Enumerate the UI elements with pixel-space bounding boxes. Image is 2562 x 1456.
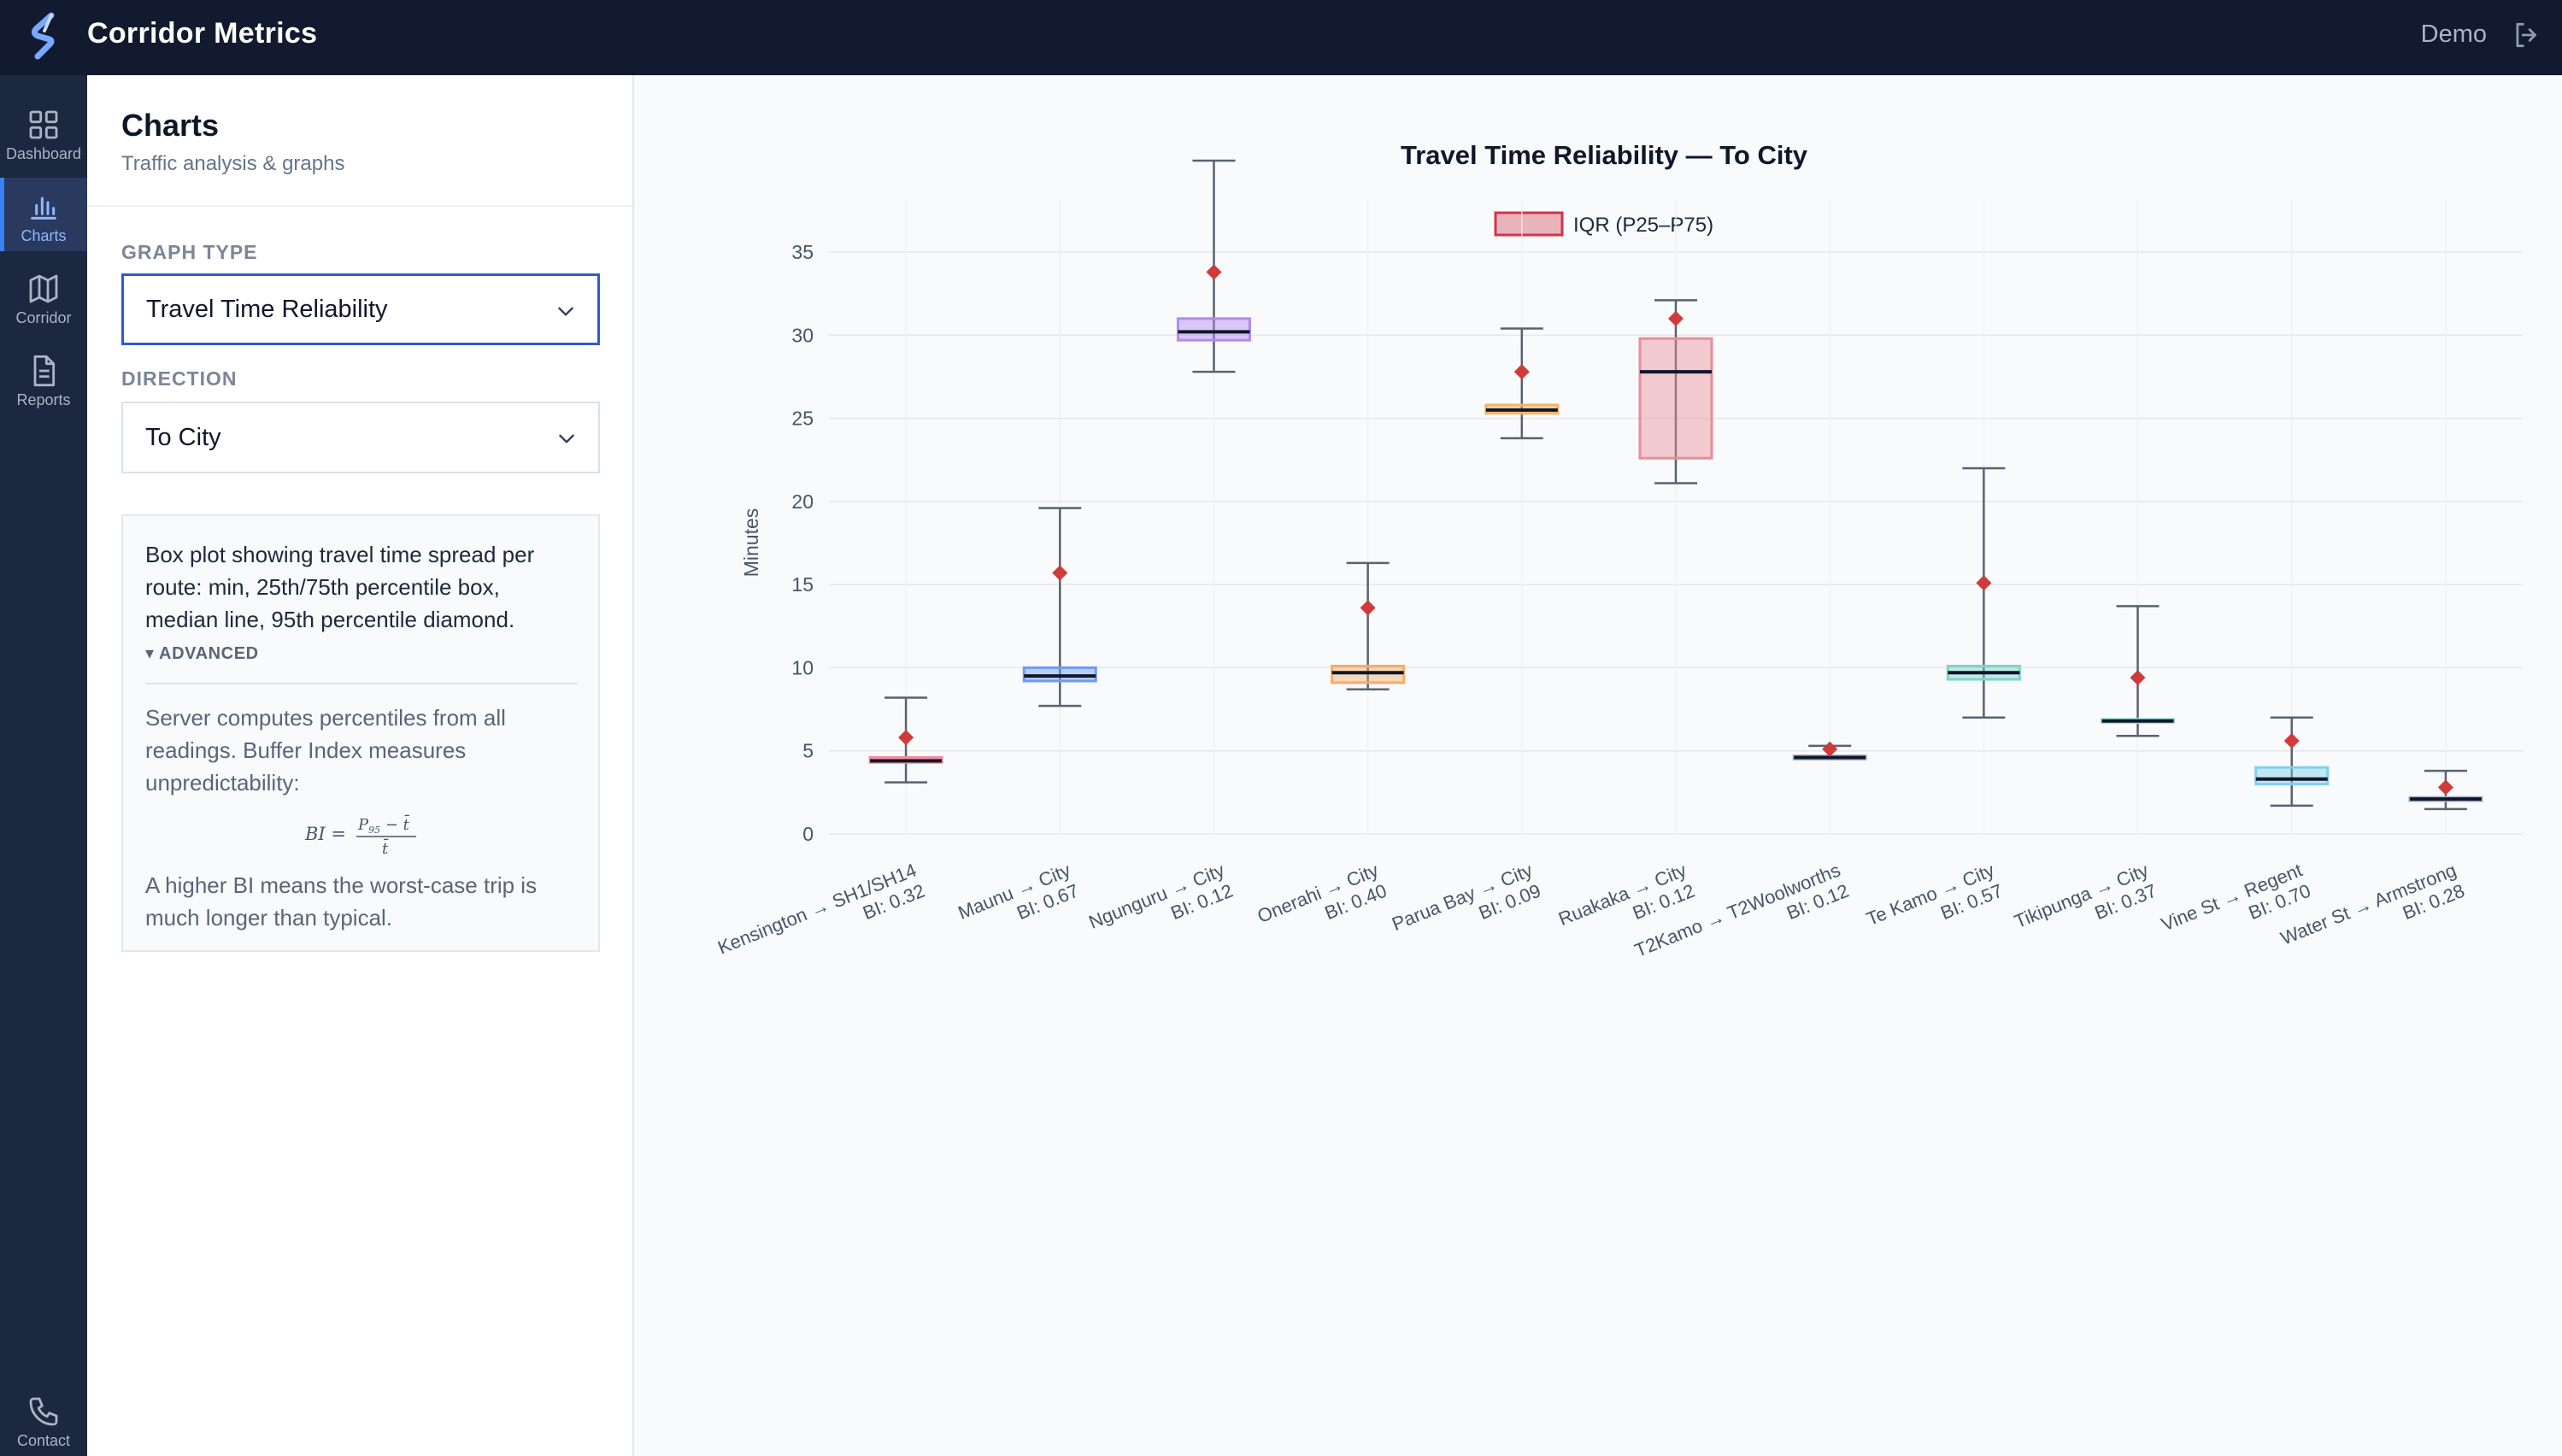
nav-item-reports[interactable]: Reports bbox=[0, 342, 87, 415]
nav-label: Reports bbox=[16, 391, 71, 408]
graph-type-label: GRAPH TYPE bbox=[121, 241, 258, 263]
p95-diamond bbox=[1976, 575, 1992, 591]
svg-text:P95 − t̄: P95 − t̄ bbox=[357, 813, 410, 836]
iqr-box bbox=[1176, 317, 1251, 342]
panel-title: Charts bbox=[121, 108, 220, 143]
p95-diamond bbox=[1513, 364, 1530, 380]
charts-icon bbox=[31, 197, 56, 220]
legend-label: IQR (P25–P75) bbox=[1573, 214, 1713, 237]
x-tick-label: Ngunguru → CityBI: 0.12 bbox=[1086, 859, 1237, 954]
user-name[interactable]: Demo bbox=[2420, 21, 2487, 48]
p95-diamond bbox=[1206, 264, 1222, 280]
buffer-index-formula: BI = P95 − t̄ t̄ bbox=[145, 809, 578, 860]
app-logo-icon bbox=[31, 12, 55, 60]
app-title: Corridor Metrics bbox=[87, 17, 318, 50]
x-tick-label: Parua Bay → CityBI: 0.09 bbox=[1389, 859, 1543, 955]
advanced-toggle[interactable]: ▾ ADVANCED bbox=[145, 644, 259, 663]
travel-time-box-plot: Travel Time Reliability — To City IQR (P2… bbox=[714, 140, 2523, 978]
p95-diamond bbox=[1822, 741, 1838, 757]
direction-select[interactable]: To City bbox=[121, 402, 600, 473]
chart-title: Travel Time Reliability — To City bbox=[1401, 140, 1808, 170]
svg-text:BI =: BI = bbox=[304, 824, 346, 844]
higher-bi-text: A higher BI means the worst-case trip is… bbox=[145, 872, 538, 931]
server-text: Server computes percentiles from all rea… bbox=[145, 705, 506, 796]
info-box: Box plot showing travel time spread per … bbox=[121, 514, 600, 952]
p95-diamond bbox=[1360, 600, 1376, 616]
map-icon bbox=[29, 274, 58, 303]
divider bbox=[145, 683, 578, 684]
nav-label: Corridor bbox=[15, 309, 72, 326]
direction-label: DIRECTION bbox=[121, 367, 238, 390]
x-tick-label: Te Kamo → CityBI: 0.57 bbox=[1864, 859, 2006, 950]
y-tick-label: 25 bbox=[791, 408, 814, 430]
y-tick-label: 10 bbox=[791, 656, 814, 678]
y-tick-label: 20 bbox=[791, 490, 814, 513]
y-tick-label: 0 bbox=[802, 823, 814, 845]
nav-label: Charts bbox=[21, 227, 67, 244]
chevron-down-icon bbox=[558, 307, 573, 316]
formula-image: BI = P95 − t̄ t̄ bbox=[304, 813, 416, 858]
nav-label: Contact bbox=[16, 1432, 71, 1449]
nav-label: Dashboard bbox=[5, 145, 82, 162]
x-tick-label: Maunu → CityBI: 0.67 bbox=[955, 859, 1082, 944]
p95-diamond bbox=[2130, 670, 2146, 686]
direction-value: To City bbox=[145, 423, 221, 451]
x-tick-label: Onerahi → CityBI: 0.40 bbox=[1255, 859, 1390, 948]
iqr-box bbox=[1638, 337, 1713, 460]
nav-item-contact[interactable]: Contact bbox=[0, 1383, 87, 1456]
y-tick-label: 15 bbox=[791, 573, 814, 596]
panel-subtitle: Traffic analysis & graphs bbox=[121, 152, 345, 175]
p95-diamond bbox=[2283, 733, 2300, 749]
logout-icon[interactable] bbox=[2511, 19, 2543, 51]
p95-diamond bbox=[898, 730, 914, 746]
y-tick-label: 35 bbox=[791, 241, 814, 263]
p95-diamond bbox=[1668, 310, 1684, 326]
x-tick-label: Kensington → SH1/SH14BI: 0.32 bbox=[714, 859, 927, 978]
info-text: Box plot showing travel time spread per … bbox=[145, 542, 535, 632]
legend-swatch bbox=[1494, 211, 1564, 237]
iqr-box bbox=[2254, 766, 2330, 786]
y-axis-label: Minutes bbox=[740, 508, 762, 578]
nav-item-dashboard[interactable]: Dashboard bbox=[0, 96, 87, 169]
charts-panel: Charts Traffic analysis & graphs GRAPH T… bbox=[87, 75, 634, 1456]
graph-type-value: Travel Time Reliability bbox=[146, 295, 388, 323]
top-bar: Corridor Metrics Demo bbox=[0, 0, 2562, 75]
chevron-down-icon bbox=[559, 434, 574, 443]
p95-diamond bbox=[2437, 779, 2453, 796]
x-tick-label: Tikipunga → CityBI: 0.37 bbox=[2012, 859, 2160, 953]
y-tick-label: 30 bbox=[791, 324, 814, 346]
p95-diamond bbox=[1052, 565, 1068, 581]
svg-text:t̄: t̄ bbox=[382, 837, 389, 858]
chart-area: Travel Time Reliability — To City IQR (P2… bbox=[636, 75, 2562, 1456]
phone-icon bbox=[29, 1397, 58, 1426]
nav-item-charts[interactable]: Charts bbox=[0, 178, 87, 251]
nav-rail: Dashboard Charts Corridor Reports Contac… bbox=[0, 75, 87, 1456]
y-tick-label: 5 bbox=[802, 740, 814, 762]
nav-item-corridor[interactable]: Corridor bbox=[0, 260, 87, 333]
x-tick-label: Water St → ArmstrongBI: 0.28 bbox=[2277, 859, 2467, 969]
panel-header: Charts Traffic analysis & graphs bbox=[87, 75, 632, 207]
dashboard-icon bbox=[29, 110, 58, 139]
graph-type-select[interactable]: Travel Time Reliability bbox=[121, 273, 600, 345]
reports-icon bbox=[33, 355, 56, 387]
